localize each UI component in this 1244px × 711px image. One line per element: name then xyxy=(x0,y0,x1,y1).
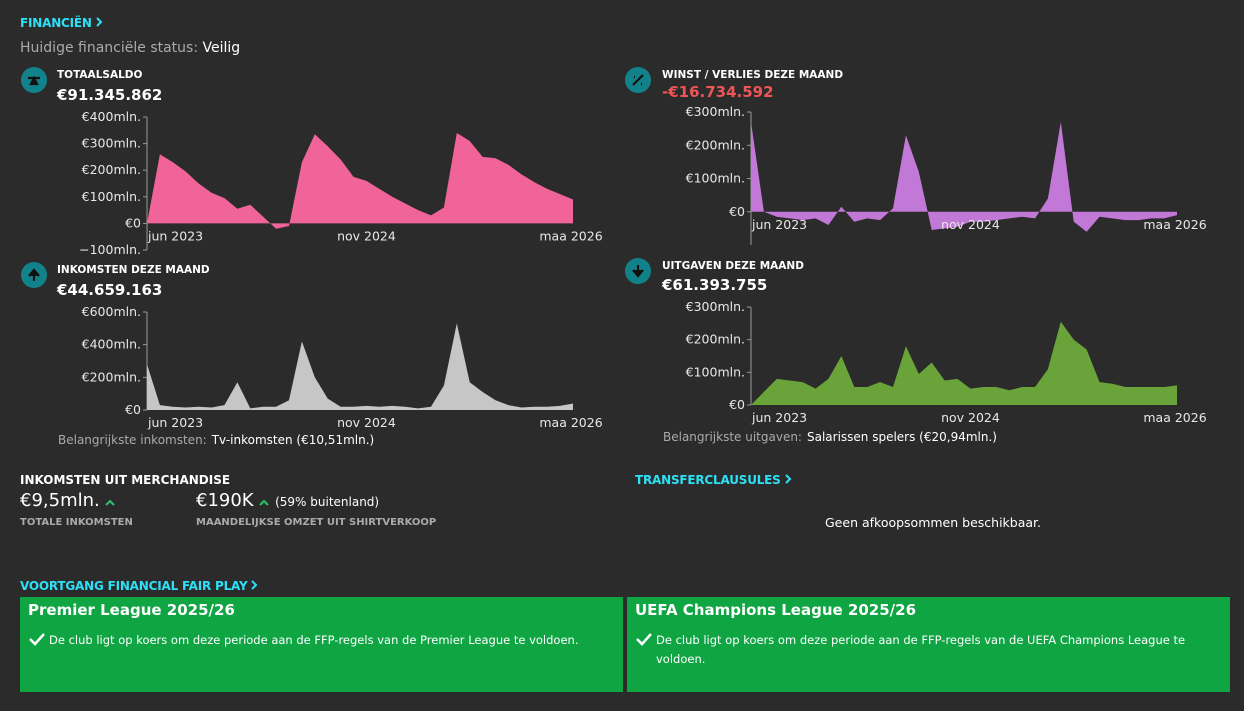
x-tick-label: jun 2023 xyxy=(147,228,203,243)
note-value: Salarissen spelers (€20,94mln.) xyxy=(807,430,997,444)
value: €190K xyxy=(196,490,254,511)
merch-title: INKOMSTEN UIT MERCHANDISE xyxy=(20,473,231,487)
ffp-title[interactable]: VOORTGANG FINANCIAL FAIR PLAY xyxy=(20,579,258,593)
y-tick-label: €0 xyxy=(125,402,141,417)
icon-glyph xyxy=(632,265,644,278)
merch-shirt: €190K (59% buitenland) xyxy=(196,490,379,511)
y-tick-label: €400mln. xyxy=(82,337,141,352)
title-text: TRANSFERCLAUSULES xyxy=(635,473,781,487)
chevron xyxy=(251,580,258,590)
y-tick-label: €300mln. xyxy=(686,299,745,314)
card-text: De club ligt op koers om deze periode aa… xyxy=(49,633,579,647)
title-text: FINANCIËN xyxy=(20,16,92,30)
section-title[interactable]: FINANCIËN xyxy=(20,16,103,30)
status-label: Huidige financiële status: xyxy=(20,40,199,56)
note-label: Belangrijkste inkomsten: xyxy=(58,433,207,447)
merch-label: TOTALE INKOMSTEN xyxy=(20,517,133,528)
x-tick-label: jun 2023 xyxy=(751,410,807,425)
title-text: VOORTGANG FINANCIAL FAIR PLAY xyxy=(20,579,248,593)
area xyxy=(147,132,573,229)
y-tick-label: €0 xyxy=(125,215,141,230)
transfer-message: Geen afkoopsommen beschikbaar. xyxy=(825,515,1042,530)
chart-title: UITGAVEN DEZE MAAND xyxy=(662,260,804,272)
x-tick-label: nov 2024 xyxy=(337,228,396,243)
ffp-card: UEFA Champions League 2025/26 De club li… xyxy=(627,597,1230,692)
area xyxy=(147,323,573,410)
y-tick-label: €0 xyxy=(729,204,745,219)
x-tick-label: jun 2023 xyxy=(147,415,203,430)
chart-note: Belangrijkste inkomsten: Tv-inkomsten (€1… xyxy=(58,433,374,447)
chevron xyxy=(96,17,103,27)
up-arrow xyxy=(259,499,270,506)
y-tick-label: €200mln. xyxy=(82,162,141,177)
card-title: UEFA Champions League 2025/26 xyxy=(635,601,917,619)
icon-glyph xyxy=(632,74,644,86)
area xyxy=(751,321,1177,405)
charts: −100mln. €0 €100mln. €200mln. €300mln. €400ml… xyxy=(21,67,1207,447)
y-tick-label: €600mln. xyxy=(82,304,141,319)
y-tick-label: €300mln. xyxy=(82,136,141,151)
value: €9,5mln. xyxy=(20,490,100,511)
x-tick-label: maa 2026 xyxy=(1143,410,1206,425)
chart-note: Belangrijkste uitgaven: Salarissen speler… xyxy=(663,430,997,444)
x-tick-label: maa 2026 xyxy=(539,415,602,430)
area xyxy=(751,121,1177,232)
icon-glyph xyxy=(28,268,40,281)
transfer-title[interactable]: TRANSFERCLAUSULES xyxy=(635,473,792,487)
merch-label: MAANDELIJKSE OMZET UIT SHIRTVERKOOP xyxy=(196,517,437,528)
note-value: Tv-inkomsten (€10,51mln.) xyxy=(211,433,375,447)
status-value: Veilig xyxy=(202,40,241,56)
y-tick-label: €100mln. xyxy=(686,171,745,186)
check xyxy=(29,633,45,646)
y-tick-label: €300mln. xyxy=(686,104,745,119)
ffp-card: Premier League 2025/26 De club ligt op k… xyxy=(20,597,623,692)
chart-amount: €91.345.862 xyxy=(56,86,162,104)
card-text: De club ligt op koers om deze periode aa… xyxy=(656,633,1186,666)
y-tick-label: €200mln. xyxy=(82,369,141,384)
chart-amount: €61.393.755 xyxy=(661,276,767,294)
chart-title: TOTAALSALDO xyxy=(57,69,142,81)
y-tick-label: €0 xyxy=(729,397,745,412)
y-tick-label: €200mln. xyxy=(686,332,745,347)
card-title: Premier League 2025/26 xyxy=(28,601,235,619)
icon-glyph xyxy=(28,75,40,86)
y-tick-label: −100mln. xyxy=(79,242,141,257)
x-tick-label: nov 2024 xyxy=(941,217,1000,232)
up-arrow xyxy=(105,499,116,506)
x-tick-label: maa 2026 xyxy=(1143,217,1206,232)
x-tick-label: maa 2026 xyxy=(539,228,602,243)
y-tick-label: €200mln. xyxy=(686,137,745,152)
note-label: Belangrijkste uitgaven: xyxy=(663,430,802,444)
status: Huidige financiële status: Veilig xyxy=(20,40,240,56)
y-tick-label: €100mln. xyxy=(82,189,141,204)
chart-amount: €44.659.163 xyxy=(56,281,162,299)
chart-amount: -€16.734.592 xyxy=(662,83,774,101)
check xyxy=(636,633,652,646)
merch-total: €9,5mln. xyxy=(20,490,116,511)
x-tick-label: jun 2023 xyxy=(751,217,807,232)
y-tick-label: €400mln. xyxy=(82,109,141,124)
chevron xyxy=(784,474,792,484)
chart-title: INKOMSTEN DEZE MAAND xyxy=(57,264,210,276)
x-tick-label: nov 2024 xyxy=(941,410,1000,425)
extra: (59% buitenland) xyxy=(275,495,380,509)
chart-title: WINST / VERLIES DEZE MAAND xyxy=(662,69,843,81)
x-tick-label: nov 2024 xyxy=(337,415,396,430)
y-tick-label: €100mln. xyxy=(686,364,745,379)
